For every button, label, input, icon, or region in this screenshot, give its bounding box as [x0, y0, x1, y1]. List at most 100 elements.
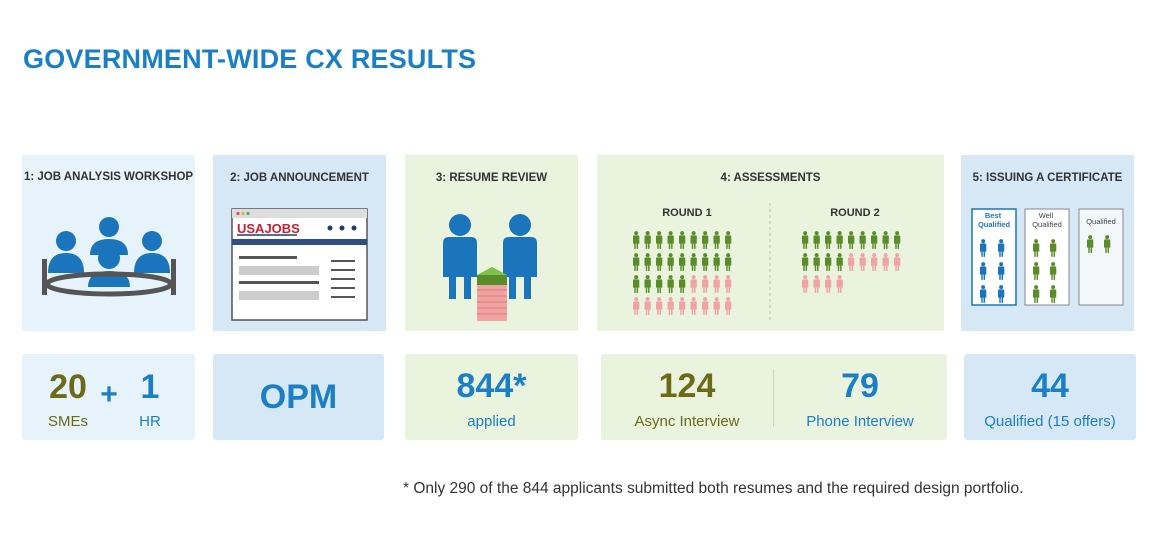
hr-count: 1	[140, 368, 160, 406]
browser-window-icon: USAJOBS	[231, 208, 368, 321]
best-qualified-person-icon	[980, 262, 987, 280]
stat-certificate: 44 Qualified (15 offers)	[964, 354, 1136, 440]
opm-label: OPM	[259, 378, 338, 416]
fail-person-icon	[894, 253, 901, 271]
fail-person-icon	[656, 297, 663, 315]
fail-person-icon	[702, 297, 709, 315]
fail-person-icon	[690, 297, 697, 315]
step-resume-review-card: 3: RESUME REVIEW	[405, 155, 578, 331]
fail-person-icon	[859, 253, 866, 271]
pass-person-icon	[859, 231, 866, 249]
fail-person-icon	[725, 275, 732, 293]
reviewers-with-resume-stack-icon	[443, 214, 537, 321]
round-1-label: ROUND 1	[662, 207, 712, 219]
stat-divider	[773, 369, 774, 427]
pass-person-icon	[633, 231, 640, 249]
fail-person-icon	[633, 297, 640, 315]
pass-person-icon	[644, 253, 651, 271]
pass-person-icon	[679, 253, 686, 271]
pass-person-icon	[656, 253, 663, 271]
fail-person-icon	[644, 297, 651, 315]
qualified-label: Qualified	[1086, 217, 1116, 226]
step-job-announcement-card: 2: JOB ANNOUNCEMENT USAJOBS	[213, 155, 386, 331]
best-qualified-person-icon	[980, 285, 987, 303]
best-qualified-person-icon	[998, 239, 1005, 257]
hr-label: HR	[139, 413, 161, 430]
step-title: 2: JOB ANNOUNCEMENT	[230, 172, 369, 184]
pass-person-icon	[633, 253, 640, 271]
pass-person-icon	[825, 253, 832, 271]
step-job-analysis-card: 1: JOB ANALYSIS WORKSHOP	[22, 155, 195, 331]
pass-person-icon	[644, 275, 651, 293]
usajobs-logo: USAJOBS	[237, 221, 300, 236]
fail-person-icon	[825, 275, 832, 293]
stat-resume: 844* applied	[405, 354, 578, 440]
fail-person-icon	[813, 275, 820, 293]
best-qualified-person-icon	[998, 285, 1005, 303]
qualified-count: 44	[1031, 367, 1069, 405]
pass-person-icon	[644, 231, 651, 249]
qualified-label: Qualified (15 offers)	[984, 413, 1116, 430]
pass-person-icon	[836, 231, 843, 249]
step-title: 5: ISSUING A CERTIFICATE	[972, 172, 1123, 184]
best-qualified-person-icon	[980, 239, 987, 257]
pass-person-icon	[633, 275, 640, 293]
step-title: 4: ASSESSMENTS	[720, 172, 821, 184]
applied-label: applied	[467, 413, 516, 430]
assessment-people-icons	[633, 203, 901, 323]
fail-person-icon	[679, 297, 686, 315]
pass-person-icon	[825, 231, 832, 249]
well-qualified-person-icon	[1033, 285, 1040, 303]
applied-count: 844*	[456, 367, 527, 405]
pass-person-icon	[667, 253, 674, 271]
pass-person-icon	[679, 231, 686, 249]
stat-assessments: 124 Async Interview 79 Phone Interview	[601, 354, 947, 440]
certificate-columns-icon: Best Qualified Well Qualified Qualified	[971, 208, 1124, 306]
well-qualified-person-icon	[1033, 239, 1040, 257]
footnote: * Only 290 of the 844 applicants submitt…	[403, 480, 1024, 497]
fail-person-icon	[802, 275, 809, 293]
pass-person-icon	[725, 231, 732, 249]
pass-person-icon	[882, 231, 889, 249]
sme-count: 20	[49, 368, 87, 406]
fail-person-icon	[702, 275, 709, 293]
pass-person-icon	[702, 253, 709, 271]
fail-person-icon	[848, 253, 855, 271]
async-interview-count: 124	[658, 367, 716, 405]
pass-person-icon	[656, 231, 663, 249]
fail-person-icon	[882, 253, 889, 271]
stat-announcement: OPM	[213, 354, 384, 440]
pass-person-icon	[802, 231, 809, 249]
sme-label: SMEs	[47, 413, 88, 430]
step-title: 3: RESUME REVIEW	[435, 172, 548, 184]
qualified-person-icon	[1087, 235, 1094, 253]
step-assessments-card: 4: ASSESSMENTS ROUND 1 ROUND 2	[597, 155, 944, 331]
pass-person-icon	[690, 253, 697, 271]
plus-sign: +	[100, 378, 118, 411]
step-certificate-card: 5: ISSUING A CERTIFICATE Best Qualified …	[961, 155, 1134, 331]
fail-person-icon	[725, 297, 732, 315]
pass-person-icon	[713, 253, 720, 271]
qualified-person-icon	[1104, 235, 1111, 253]
workshop-meeting-icon	[42, 217, 176, 297]
pass-person-icon	[813, 231, 820, 249]
fail-person-icon	[690, 275, 697, 293]
pass-person-icon	[871, 231, 878, 249]
pass-person-icon	[836, 253, 843, 271]
best-qualified-person-icon	[998, 262, 1005, 280]
pass-person-icon	[725, 253, 732, 271]
well-qualified-person-icon	[1050, 239, 1057, 257]
pass-person-icon	[667, 231, 674, 249]
well-qualified-person-icon	[1033, 262, 1040, 280]
phone-interview-count: 79	[841, 367, 879, 405]
page-title: GOVERNMENT-WIDE CX RESULTS	[23, 44, 477, 74]
well-qualified-label: Well Qualified	[1032, 211, 1062, 229]
stat-workshop: 20 + 1 SMEs HR	[22, 354, 195, 440]
pass-person-icon	[848, 231, 855, 249]
step-title: 1: JOB ANALYSIS WORKSHOP	[23, 171, 194, 183]
round-2-label: ROUND 2	[830, 207, 880, 219]
pass-person-icon	[713, 231, 720, 249]
pass-person-icon	[667, 275, 674, 293]
pass-person-icon	[679, 275, 686, 293]
well-qualified-person-icon	[1050, 285, 1057, 303]
